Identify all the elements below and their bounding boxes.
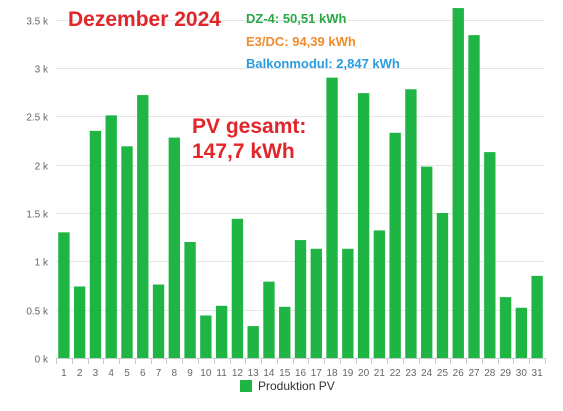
- x-tick-label: 29: [500, 368, 512, 379]
- y-tick-label: 3.5 k: [26, 17, 49, 28]
- bar-day-5[interactable]: [121, 146, 133, 358]
- bar-day-13[interactable]: [247, 326, 259, 358]
- x-tick-label: 12: [232, 368, 244, 379]
- x-tick-label: 11: [216, 368, 227, 379]
- bar-day-3[interactable]: [89, 130, 102, 358]
- x-tick-label: 22: [390, 368, 402, 379]
- x-tick-label: 18: [326, 368, 338, 379]
- axes: 0 k0.5 k1 k1.5 k2 k2.5 k3 k3.5 k1 2 3 4 5 6 7 8…: [26, 17, 546, 379]
- y-tick-label: 1 k: [35, 258, 49, 269]
- legend-label: Produktion PV: [258, 379, 335, 393]
- x-tick-label: 17: [311, 368, 323, 379]
- x-tick-label: 4: [108, 368, 114, 379]
- bar-day-2[interactable]: [73, 286, 86, 358]
- x-tick-label: 9: [187, 368, 193, 379]
- x-tick-label: 14: [263, 368, 275, 379]
- bar-day-9[interactable]: [184, 242, 196, 358]
- bar-day-18[interactable]: [326, 77, 338, 359]
- subtitle-e3dc: E3/DC: 94,39 kWh: [246, 34, 356, 49]
- bar-day-1[interactable]: [58, 232, 70, 358]
- bars: [58, 8, 543, 359]
- x-tick-label: 8: [172, 368, 178, 379]
- legend-swatch: [240, 380, 252, 392]
- x-tick-label: 13: [248, 368, 260, 379]
- bar-day-4[interactable]: [105, 115, 117, 359]
- y-tick-label: 1.5 k: [26, 210, 49, 221]
- bar-day-20[interactable]: [357, 93, 370, 358]
- y-tick-label: 2.5 k: [26, 113, 49, 124]
- bar-day-28[interactable]: [484, 152, 496, 358]
- chart-title: Dezember 2024: [68, 8, 221, 31]
- x-tick-label: 24: [421, 368, 433, 379]
- x-tick-label: 26: [453, 368, 465, 379]
- bar-day-21[interactable]: [373, 230, 386, 358]
- bar-day-7[interactable]: [152, 284, 165, 358]
- bar-day-10[interactable]: [200, 315, 212, 358]
- x-tick-label: 21: [374, 368, 386, 379]
- subtitle-balkonmodul: Balkonmodul: 2,847 kWh: [246, 56, 400, 71]
- pv-total-label: PV gesamt:: [192, 115, 307, 138]
- x-tick-label: 6: [140, 368, 146, 379]
- subtitle-dz4: DZ-4: 50,51 kWh: [246, 11, 347, 26]
- x-tick-label: 16: [295, 368, 307, 379]
- y-tick-label: 3 k: [35, 65, 49, 76]
- x-tick-label: 1: [61, 368, 67, 379]
- x-tick-label: 15: [279, 368, 291, 379]
- x-tick-label: 28: [484, 368, 496, 379]
- bar-day-17[interactable]: [310, 248, 322, 358]
- bar-day-19[interactable]: [342, 248, 354, 358]
- bar-day-25[interactable]: [436, 213, 449, 358]
- bar-day-29[interactable]: [499, 297, 512, 358]
- bar-day-12[interactable]: [231, 218, 244, 358]
- bar-day-8[interactable]: [168, 137, 180, 358]
- bar-day-23[interactable]: [405, 89, 417, 359]
- bar-day-26[interactable]: [452, 8, 464, 358]
- bar-day-30[interactable]: [515, 307, 528, 358]
- x-tick-label: 27: [468, 368, 480, 379]
- bar-day-15[interactable]: [279, 306, 291, 358]
- bar-day-11[interactable]: [215, 305, 228, 358]
- bar-day-14[interactable]: [263, 281, 275, 358]
- bar-day-24[interactable]: [421, 166, 433, 358]
- x-tick-label: 20: [358, 368, 370, 379]
- bar-day-31[interactable]: [531, 275, 543, 358]
- y-tick-label: 0.5 k: [26, 307, 49, 318]
- x-tick-label: 3: [93, 368, 99, 379]
- y-tick-label: 0 k: [35, 355, 49, 366]
- x-tick-label: 30: [516, 368, 528, 379]
- y-tick-label: 2 k: [35, 162, 49, 173]
- x-tick-label: 23: [405, 368, 417, 379]
- x-tick-label: 2: [77, 368, 83, 379]
- x-tick-label: 10: [200, 368, 212, 379]
- x-tick-label: 5: [124, 368, 130, 379]
- chart-legend[interactable]: Produktion PV: [240, 378, 335, 394]
- x-tick-label: 19: [342, 368, 354, 379]
- bar-day-6[interactable]: [137, 95, 149, 358]
- x-tick-label: 25: [437, 368, 449, 379]
- bar-day-27[interactable]: [468, 35, 480, 358]
- x-tick-label: 7: [156, 368, 162, 379]
- bar-day-22[interactable]: [389, 132, 401, 358]
- bar-day-16[interactable]: [294, 240, 307, 358]
- x-tick-label: 31: [532, 368, 544, 379]
- pv-total-annotation: PV gesamt: 147,7 kWh: [192, 114, 306, 164]
- pv-total-value: 147,7 kWh: [192, 140, 295, 163]
